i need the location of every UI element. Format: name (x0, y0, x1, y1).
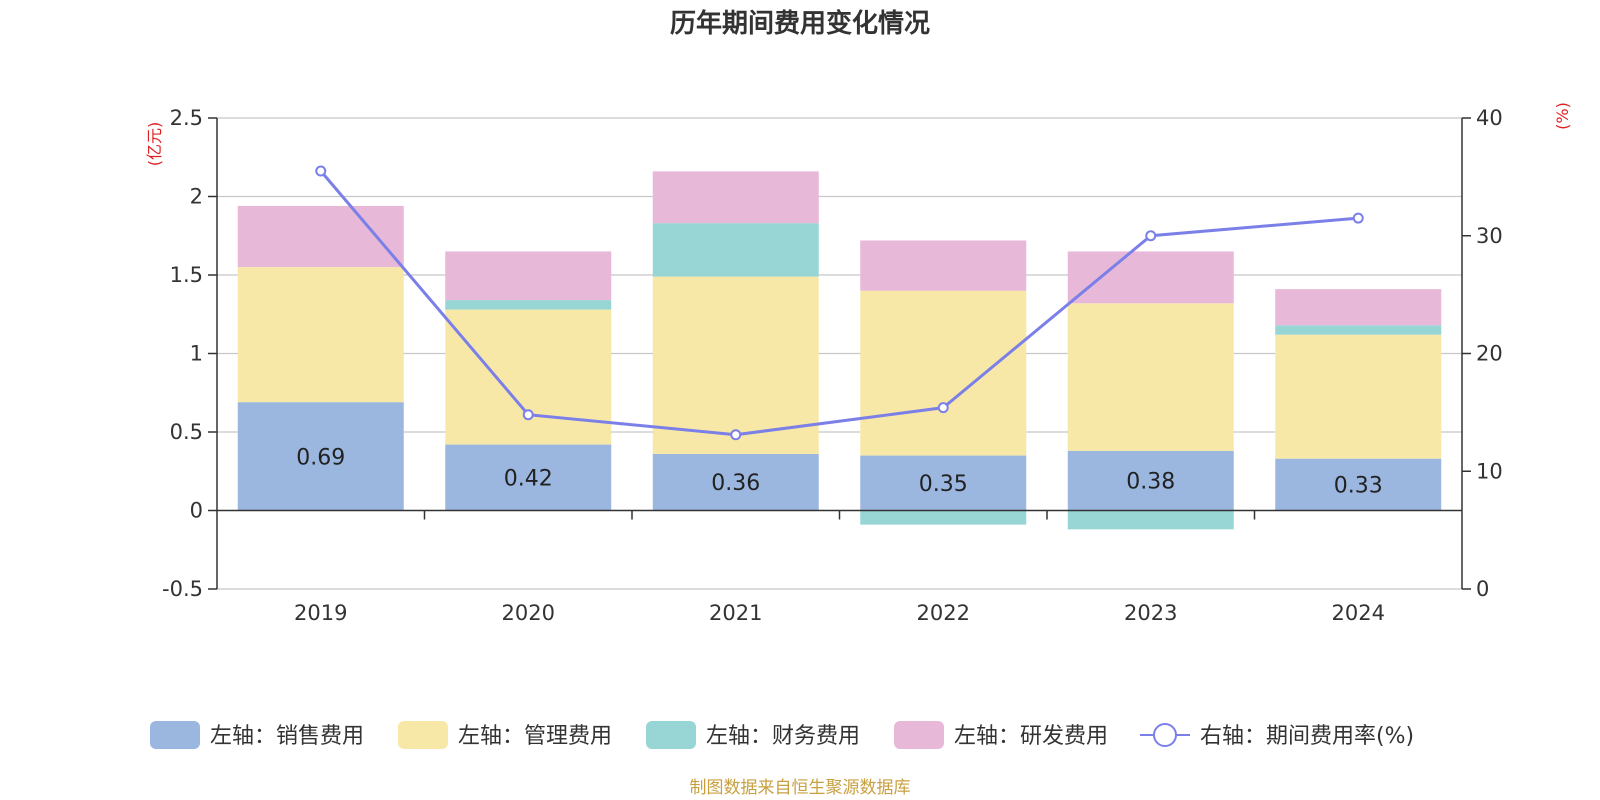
bar-segment (1275, 325, 1442, 335)
grid (217, 117, 1462, 590)
legend-swatch (894, 721, 944, 749)
bar-segment (1275, 458, 1442, 511)
x-tick-label: 2021 (709, 601, 762, 625)
bar-segment (1275, 334, 1442, 459)
rate-point (937, 402, 949, 414)
bar-segment (860, 240, 1027, 291)
left-tick-label: 0.5 (170, 420, 203, 444)
bar-segment (1067, 450, 1234, 511)
data-label: 0.33 (1334, 474, 1383, 499)
x-tick-label: 2022 (917, 601, 970, 625)
bar-segment (860, 290, 1027, 456)
chart-title: 历年期间费用变化情况 (670, 8, 930, 39)
legend: 左轴：销售费用 左轴：管理费用 左轴：财务费用 左轴：研发费用 右轴：期间费用率(%) (150, 721, 1414, 749)
left-tick-label: 2 (190, 185, 203, 209)
legend-swatch (150, 721, 200, 749)
bar-segment (652, 171, 819, 224)
bar-segment (237, 402, 404, 511)
bar-segment (237, 205, 404, 268)
bar-segment (860, 455, 1027, 511)
rate-point (1352, 212, 1364, 224)
axes: 2.5 2 1.5 1 0.5 0 -0.5 40 30 20 10 0 2019 2020 2021 202… (162, 106, 1503, 625)
x-tick-label: 2019 (294, 601, 347, 625)
legend-marker (1153, 723, 1177, 747)
rate-line (315, 165, 1364, 441)
legend-label: 左轴：财务费用 (706, 724, 860, 749)
right-axis-unit: (%) (1553, 102, 1572, 130)
bar-segment (1067, 510, 1234, 530)
data-label: 0.36 (711, 471, 760, 496)
bar-segment (1067, 303, 1234, 451)
legend-swatch (646, 721, 696, 749)
legend-label: 左轴：管理费用 (458, 724, 612, 749)
bar-segment (445, 309, 612, 445)
right-tick-label: 40 (1476, 106, 1503, 130)
legend-label: 右轴：期间费用率(%) (1200, 724, 1414, 749)
rate-point (315, 165, 327, 177)
rate-point (1145, 230, 1157, 242)
left-axis-unit: (亿元) (145, 122, 164, 167)
right-tick-label: 30 (1476, 224, 1503, 248)
left-tick-label: 1 (190, 342, 203, 366)
legend-label: 左轴：研发费用 (954, 724, 1108, 749)
x-tick-label: 2024 (1332, 601, 1385, 625)
bar-segment (445, 251, 612, 301)
legend-label: 左轴：销售费用 (210, 724, 364, 749)
left-tick-label: 1.5 (170, 263, 203, 287)
left-tick-label: 2.5 (170, 106, 203, 130)
data-label: 0.42 (504, 467, 553, 492)
bar-segment (445, 300, 612, 310)
bar-segment (237, 267, 404, 403)
x-tick-label: 2020 (502, 601, 555, 625)
legend-swatch (398, 721, 448, 749)
rate-point (522, 409, 534, 421)
x-tick-label: 2023 (1124, 601, 1177, 625)
data-label: 0.69 (296, 445, 345, 470)
right-tick-label: 10 (1476, 459, 1503, 483)
bar-segment (860, 510, 1027, 525)
bar-segment (652, 223, 819, 277)
bar-segment (652, 453, 819, 511)
bar-segment (1067, 251, 1234, 304)
data-label: 0.35 (919, 472, 968, 497)
data-labels: 0.69 0.42 0.36 0.35 0.38 0.33 (296, 445, 1382, 498)
left-tick-label: 0 (190, 499, 203, 523)
bar-segment (1275, 289, 1442, 326)
left-tick-label: -0.5 (162, 577, 203, 601)
right-tick-label: 20 (1476, 342, 1503, 366)
data-label: 0.38 (1126, 470, 1175, 495)
source-note: 制图数据来自恒生聚源数据库 (690, 778, 911, 798)
rate-point (730, 429, 742, 441)
bar-segment (445, 444, 612, 511)
rate-line-path (319, 170, 1359, 437)
right-tick-label: 0 (1476, 577, 1489, 601)
bar-segment (652, 276, 819, 454)
bars (237, 171, 1442, 530)
